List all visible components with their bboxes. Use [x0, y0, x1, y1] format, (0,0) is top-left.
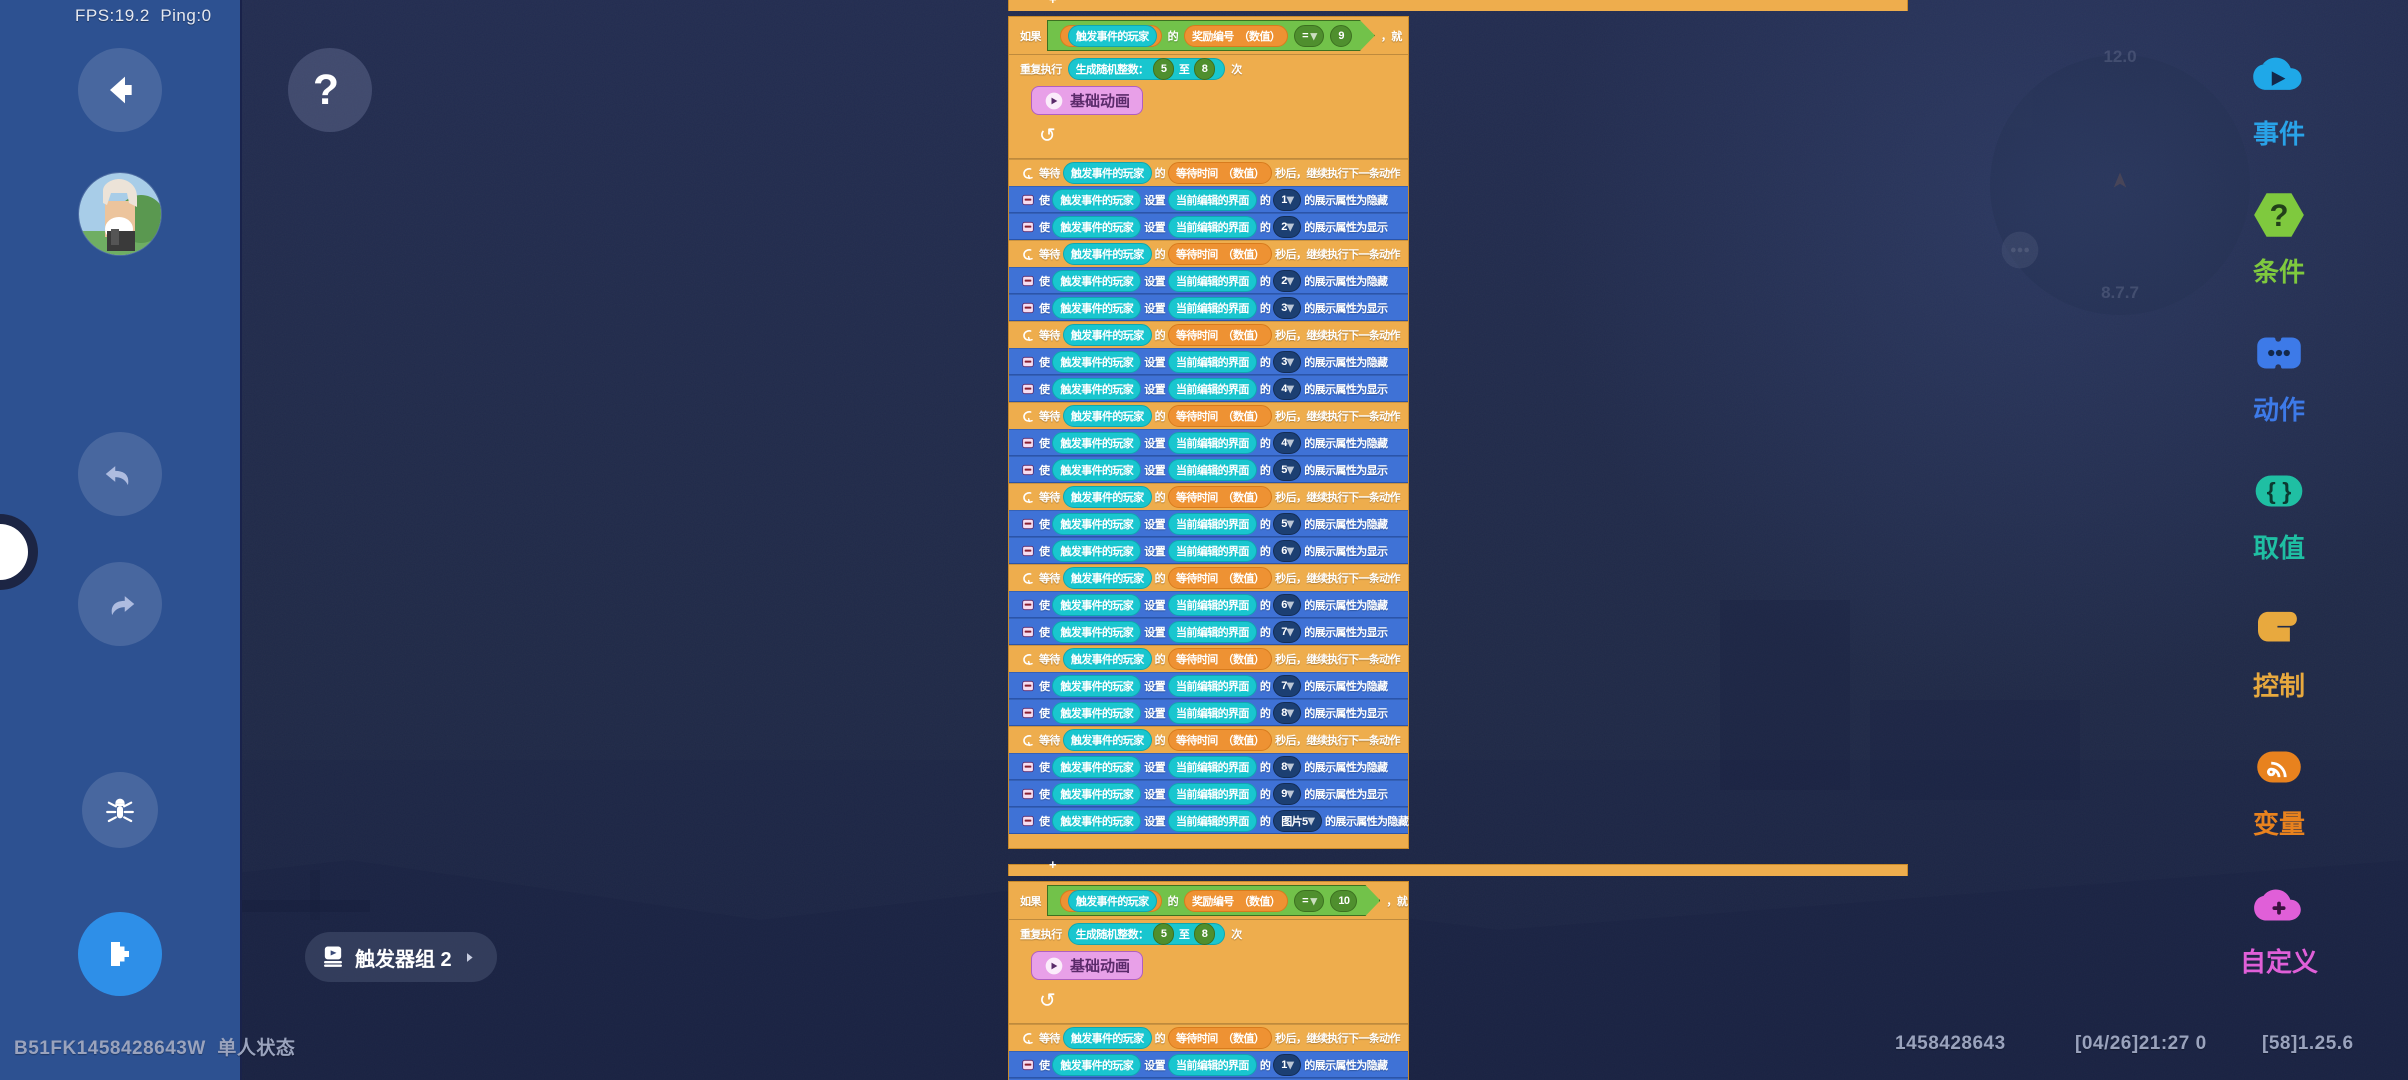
- svg-text:?: ?: [313, 67, 339, 113]
- svg-text:?: ?: [2269, 198, 2288, 233]
- svg-text:{ }: { }: [2267, 478, 2292, 504]
